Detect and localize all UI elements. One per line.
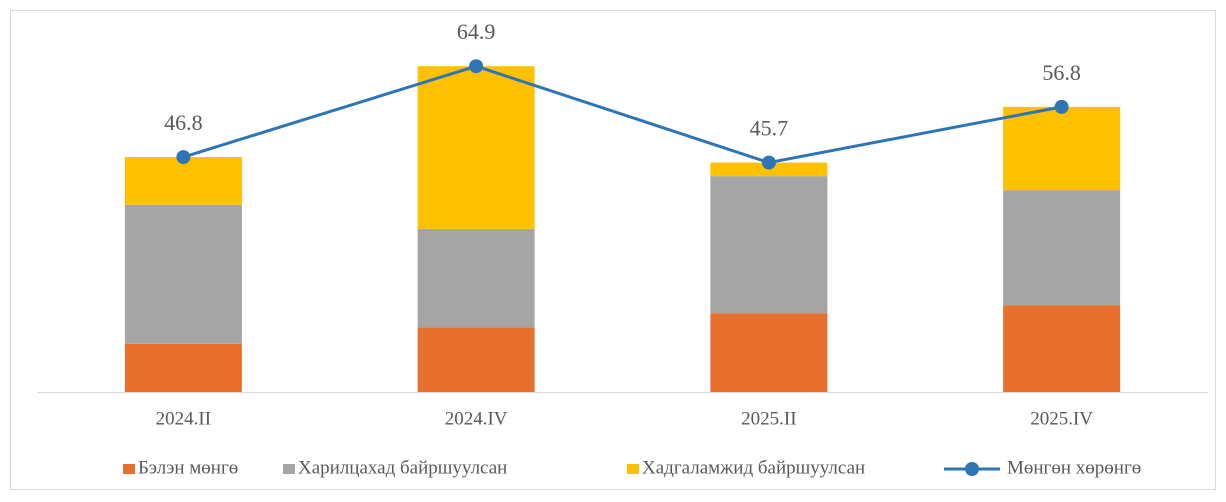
x-tick-label: 2024.II — [156, 408, 211, 429]
data-label: 56.8 — [1042, 60, 1081, 85]
data-label: 46.8 — [164, 110, 203, 135]
legend-swatch — [283, 464, 295, 474]
legend-swatch — [627, 464, 639, 474]
legend-swatch — [123, 464, 135, 474]
bar-segment — [1003, 190, 1121, 306]
line-marker — [1054, 99, 1069, 114]
bar-segment — [124, 343, 242, 392]
legend-label: Мөнгөн хөрөнгө — [1007, 457, 1141, 478]
bar-segment — [417, 66, 535, 229]
data-label: 45.7 — [750, 116, 789, 141]
line-marker — [176, 150, 191, 165]
bar-segment — [124, 204, 242, 344]
bar-segment — [1003, 106, 1121, 191]
bar-segment — [417, 228, 535, 328]
bar-segment — [124, 157, 242, 205]
legend-label: Бэлэн мөнгө — [138, 457, 238, 478]
x-tick-label: 2025.IV — [1030, 408, 1093, 429]
bar-segment — [1003, 305, 1121, 392]
line-marker — [761, 155, 776, 170]
bar-segment — [710, 176, 828, 314]
line — [182, 64, 1062, 165]
bar-segment — [417, 327, 535, 392]
x-tick-label: 2025.II — [741, 408, 796, 429]
bar-segment — [710, 313, 828, 392]
legend-label: Хадгаламжид байршуулсан — [642, 457, 865, 478]
line-marker — [469, 59, 484, 74]
legend-marker — [965, 462, 979, 476]
legend-label: Харилцахад байршуулсан — [298, 457, 507, 478]
data-label: 64.9 — [457, 19, 496, 44]
x-tick-label: 2024.IV — [445, 408, 508, 429]
